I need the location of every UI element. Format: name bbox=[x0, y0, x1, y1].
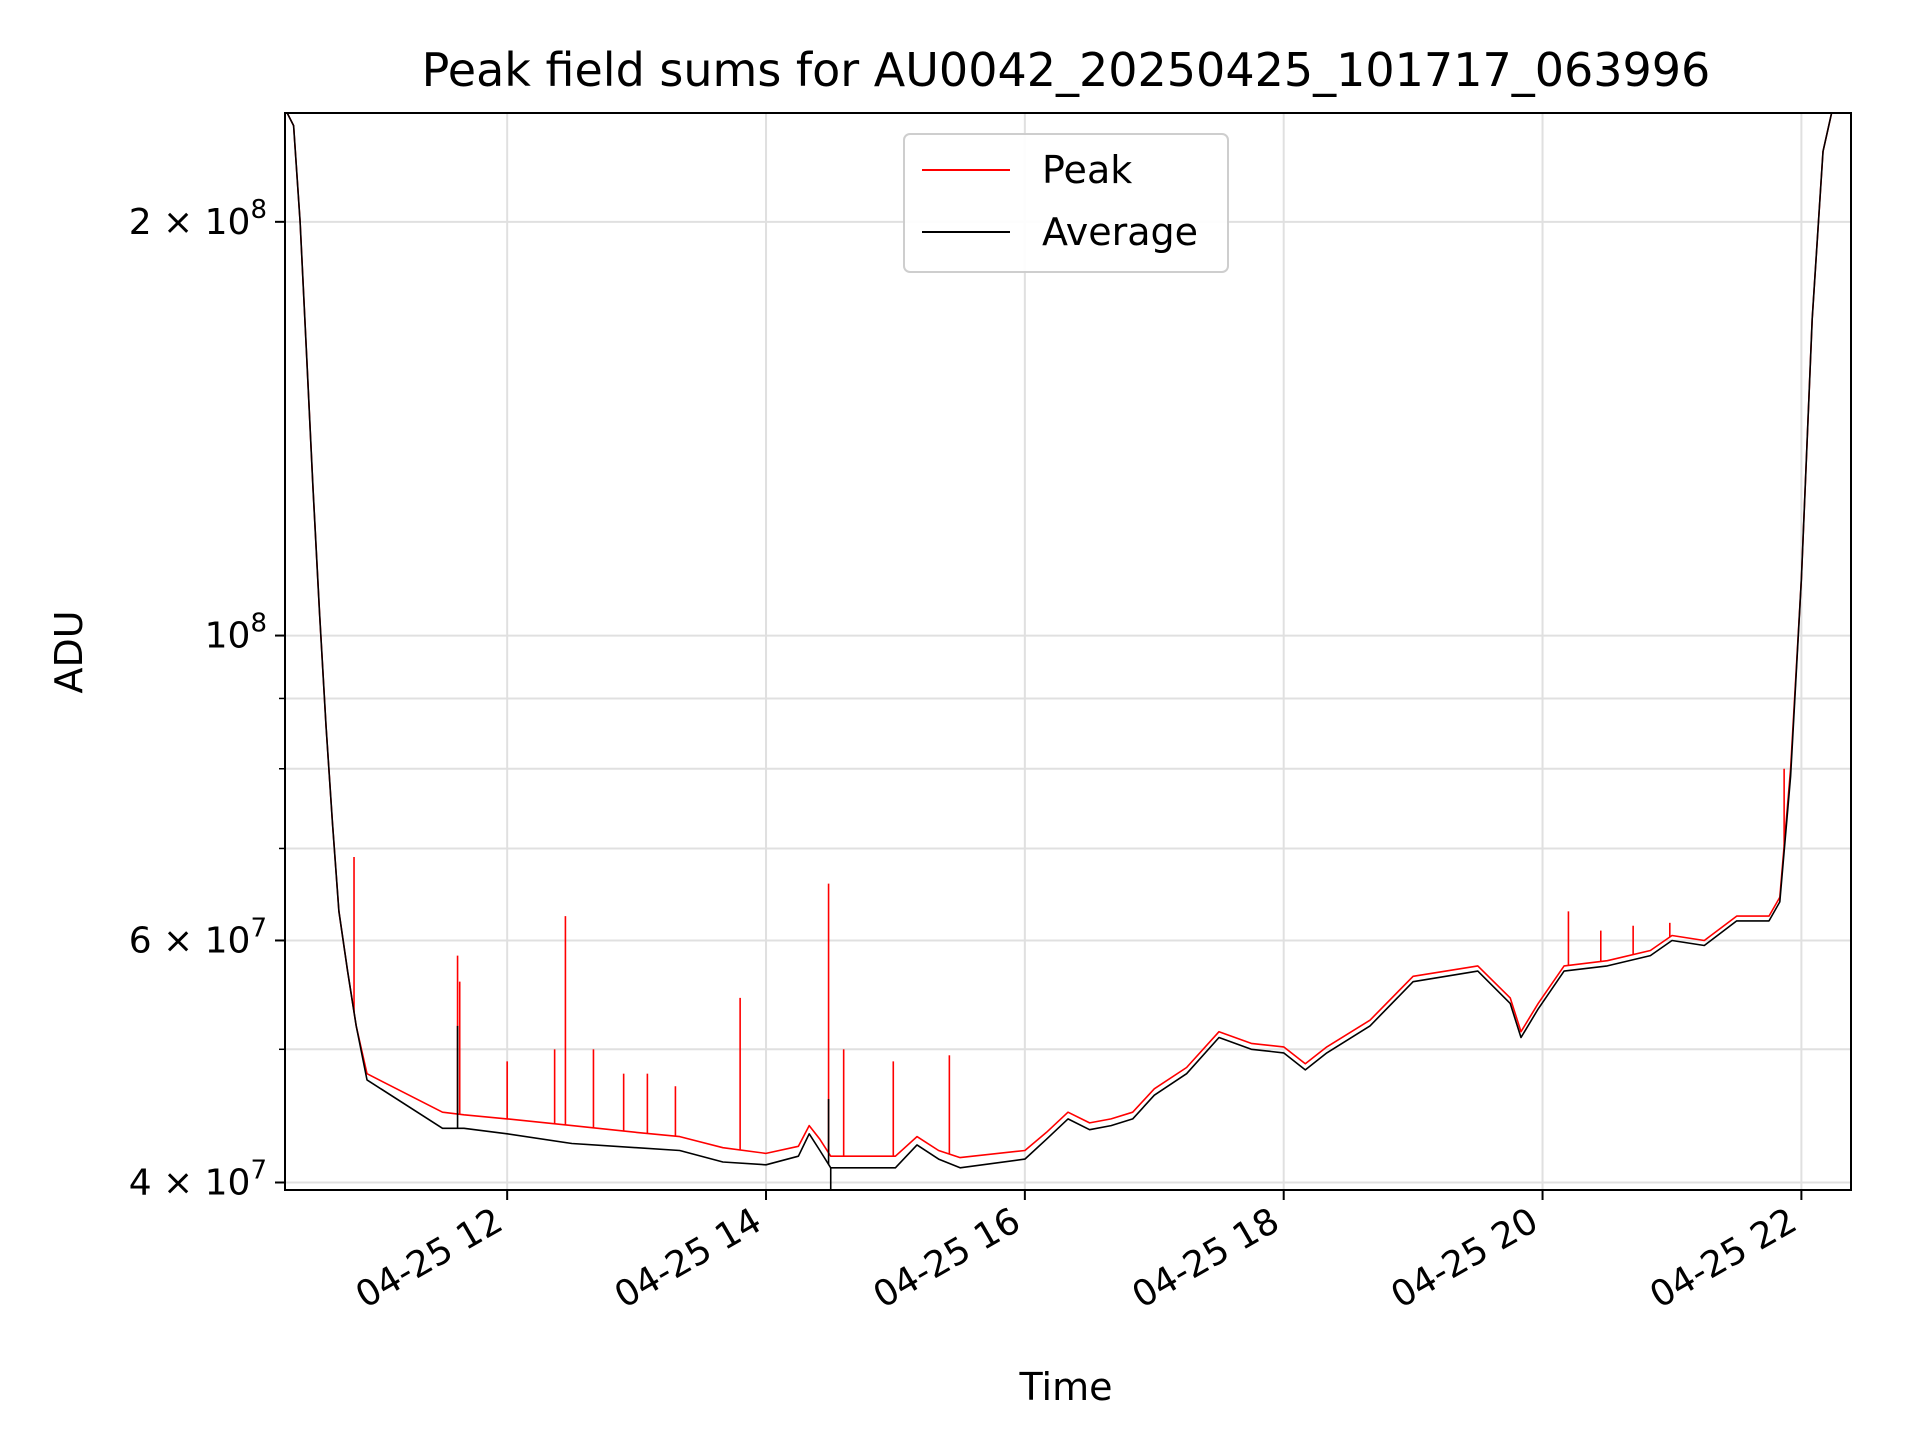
y-axis-title: ADU bbox=[47, 610, 91, 693]
x-axis-title: Time bbox=[1019, 1365, 1113, 1409]
y-tick-exponent: 7 bbox=[250, 1155, 267, 1185]
y-tick-mantissa: 2 bbox=[129, 202, 152, 243]
y-tick-exponent: 8 bbox=[250, 195, 267, 225]
y-tick-exponent: 8 bbox=[250, 609, 267, 639]
legend-label-average: Average bbox=[1042, 210, 1198, 254]
y-tick-times: × 10 bbox=[152, 202, 251, 243]
y-tick-mantissa: 4 bbox=[129, 1162, 152, 1203]
y-tick-label: 2 × 108 bbox=[129, 195, 267, 243]
y-tick-label: 4 × 107 bbox=[129, 1155, 267, 1203]
y-tick-base: 10 bbox=[205, 616, 251, 657]
y-tick-label: 6 × 107 bbox=[129, 913, 267, 961]
y-tick-mantissa: 6 bbox=[129, 920, 152, 961]
chart-title: Peak field sums for AU0042_20250425_1017… bbox=[422, 43, 1711, 97]
y-tick-times: × 10 bbox=[152, 920, 251, 961]
y-tick-exponent: 7 bbox=[250, 913, 267, 943]
legend-label-peak: Peak bbox=[1042, 148, 1132, 192]
y-tick-times: × 10 bbox=[152, 1162, 251, 1203]
legend: Peak Average bbox=[904, 134, 1228, 272]
